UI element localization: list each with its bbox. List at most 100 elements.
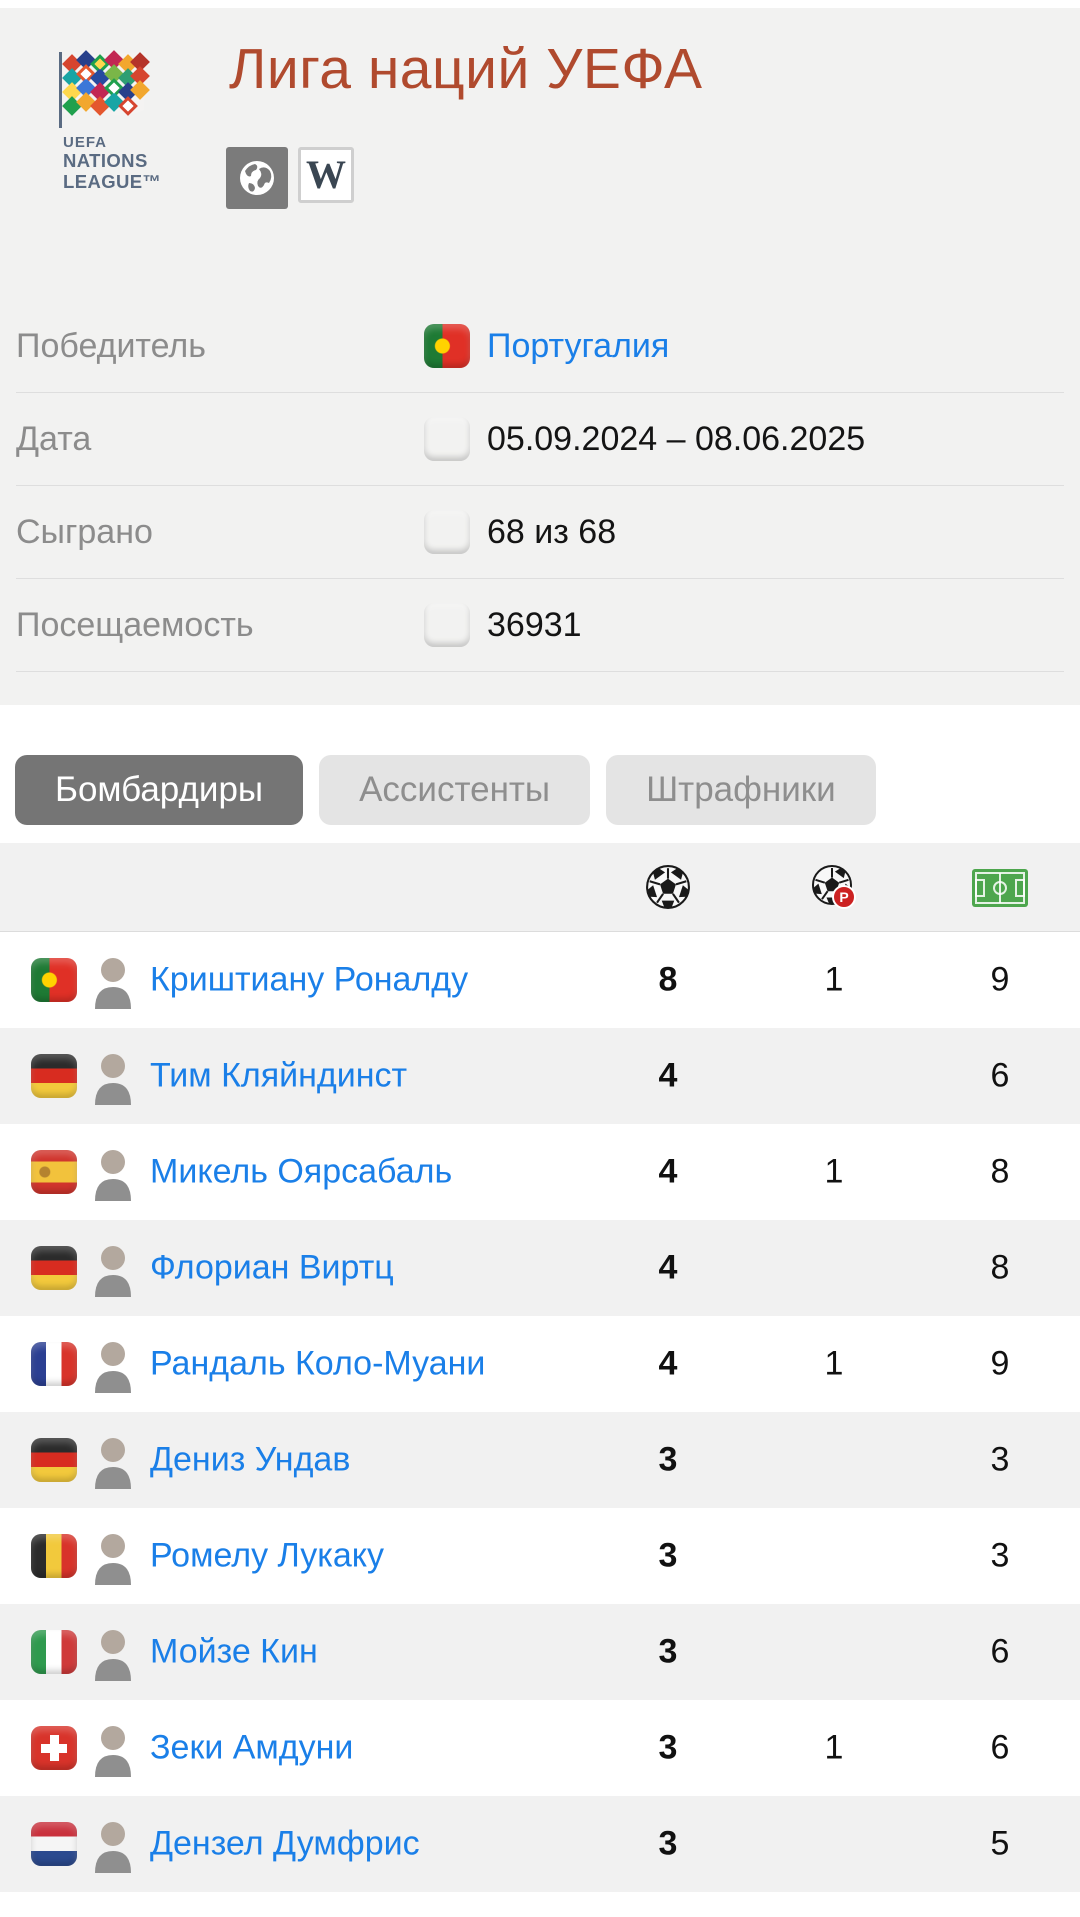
appearances-value: 8 bbox=[990, 1152, 1010, 1191]
country-flag-france bbox=[31, 1342, 77, 1386]
penalty-goals-value: 1 bbox=[824, 960, 844, 999]
info-row: Сыграно 68 из 68 bbox=[16, 486, 1064, 579]
goals-value: 4 bbox=[658, 1344, 678, 1383]
player-row: Флориан Виртц 4 8 bbox=[0, 1220, 1080, 1316]
country-flag-spain bbox=[31, 1150, 77, 1194]
player-name-link[interactable]: Криштиану Роналду bbox=[150, 960, 469, 999]
player-name-link[interactable]: Ромелу Лукаку bbox=[150, 1536, 385, 1575]
globe-icon bbox=[240, 161, 274, 195]
goals-value: 8 bbox=[658, 960, 678, 999]
info-value-text: 05.09.2024 – 08.06.2025 bbox=[487, 419, 866, 458]
appearances-value: 9 bbox=[990, 960, 1010, 999]
country-flag-belgium bbox=[31, 1534, 77, 1578]
svg-text:P: P bbox=[839, 889, 848, 905]
country-flag-netherlands bbox=[31, 1822, 77, 1866]
country-flag-icon bbox=[424, 510, 470, 554]
wikipedia-button[interactable]: W bbox=[298, 147, 354, 203]
info-value-text: 68 из 68 bbox=[487, 512, 617, 551]
info-value-text: 36931 bbox=[487, 605, 582, 644]
player-row: Мойзе Кин 3 6 bbox=[0, 1604, 1080, 1700]
tab-3[interactable]: Штрафники bbox=[606, 755, 876, 825]
info-row: Дата 05.09.2024 – 08.06.2025 bbox=[16, 393, 1064, 486]
goals-column-ball-icon bbox=[646, 865, 690, 909]
player-name-link[interactable]: Мойзе Кин bbox=[150, 1632, 318, 1671]
appearances-value: 3 bbox=[990, 1440, 1010, 1479]
player-row: Ромелу Лукаку 3 3 bbox=[0, 1508, 1080, 1604]
player-avatar bbox=[92, 1815, 134, 1873]
logo-line-nations: NATIONS bbox=[63, 150, 148, 171]
goals-value: 3 bbox=[658, 1536, 678, 1575]
country-flag-portugal bbox=[31, 958, 77, 1002]
player-name-link[interactable]: Тим Кляйндинст bbox=[150, 1056, 408, 1095]
tab-label: Бомбардиры bbox=[55, 770, 264, 809]
logo-wordmark: UEFA NATIONS LEAGUE™ bbox=[63, 135, 166, 191]
logo-flag-graphic bbox=[59, 50, 150, 128]
country-flag-icon bbox=[424, 417, 470, 461]
player-row: Дензел Думфрис 3 5 bbox=[0, 1796, 1080, 1892]
info-label: Сыграно bbox=[16, 512, 153, 551]
goals-value: 4 bbox=[658, 1152, 678, 1191]
wikipedia-w-icon: W bbox=[306, 152, 346, 197]
country-flag-germany bbox=[31, 1246, 77, 1290]
appearances-value: 6 bbox=[990, 1632, 1010, 1671]
player-name-link[interactable]: Зеки Амдуни bbox=[150, 1728, 354, 1767]
goals-value: 3 bbox=[658, 1440, 678, 1479]
player-row: Микель Оярсабаль 4 1 8 bbox=[0, 1124, 1080, 1220]
player-row: Дениз Ундав 3 3 bbox=[0, 1412, 1080, 1508]
info-value: 68 из 68 bbox=[424, 510, 616, 554]
country-flag-switzerland bbox=[31, 1726, 77, 1770]
goals-value: 3 bbox=[658, 1824, 678, 1863]
country-flag-italy bbox=[31, 1630, 77, 1674]
player-photo-placeholder bbox=[95, 1054, 131, 1105]
player-name-link[interactable]: Микель Оярсабаль bbox=[150, 1152, 453, 1191]
player-avatar bbox=[92, 1719, 134, 1777]
player-photo-placeholder bbox=[95, 958, 131, 1009]
player-name-link[interactable]: Флориан Виртц bbox=[150, 1248, 394, 1287]
logo-line-league: LEAGUE™ bbox=[63, 170, 162, 192]
player-photo-placeholder bbox=[95, 1726, 131, 1777]
player-avatar bbox=[92, 1431, 134, 1489]
info-value-text[interactable]: Португалия bbox=[487, 326, 670, 365]
penalty-goals-value: 1 bbox=[824, 1344, 844, 1383]
tab-label: Штрафники bbox=[646, 770, 836, 809]
info-row: Победитель Португалия bbox=[16, 300, 1064, 393]
player-photo-placeholder bbox=[95, 1822, 131, 1873]
player-name-link[interactable]: Рандаль Коло-Муани bbox=[150, 1344, 486, 1383]
player-row: Рандаль Коло-Муани 4 1 9 bbox=[0, 1316, 1080, 1412]
info-value: 36931 bbox=[424, 603, 582, 647]
goals-value: 3 bbox=[658, 1632, 678, 1671]
player-row: Зеки Амдуни 3 1 6 bbox=[0, 1700, 1080, 1796]
penalty-goals-column-icon: P bbox=[812, 865, 856, 909]
player-avatar bbox=[92, 1047, 134, 1105]
penalty-goals-value: 1 bbox=[824, 1728, 844, 1767]
website-button[interactable] bbox=[226, 147, 288, 209]
stat-tabs: Бомбардиры Ассистенты Штрафники bbox=[15, 755, 876, 825]
player-name-link[interactable]: Дензел Думфрис bbox=[150, 1824, 420, 1863]
player-avatar bbox=[92, 1143, 134, 1201]
player-avatar bbox=[92, 1527, 134, 1585]
info-label: Победитель bbox=[16, 326, 206, 365]
player-photo-placeholder bbox=[95, 1342, 131, 1393]
uefa-nations-league-logo: UEFA NATIONS LEAGUE™ bbox=[56, 50, 166, 191]
player-avatar bbox=[92, 1335, 134, 1393]
info-list: Победитель Португалия Дата 05.09.2024 – … bbox=[0, 300, 1080, 672]
appearances-value: 6 bbox=[990, 1728, 1010, 1767]
header-buttons: W bbox=[226, 147, 354, 209]
player-avatar bbox=[92, 1623, 134, 1681]
country-flag-germany bbox=[31, 1054, 77, 1098]
info-label: Посещаемость bbox=[16, 605, 254, 644]
goals-value: 4 bbox=[658, 1056, 678, 1095]
penalty-goals-value: 1 bbox=[824, 1152, 844, 1191]
player-name-link[interactable]: Дениз Ундав bbox=[150, 1440, 351, 1479]
country-flag-germany bbox=[31, 1438, 77, 1482]
table-header: P bbox=[0, 843, 1080, 932]
player-photo-placeholder bbox=[95, 1150, 131, 1201]
player-avatar bbox=[92, 1239, 134, 1297]
country-flag-icon bbox=[424, 603, 470, 647]
appearances-value: 9 bbox=[990, 1344, 1010, 1383]
tab-1[interactable]: Бомбардиры bbox=[15, 755, 304, 825]
header: UEFA NATIONS LEAGUE™ Лига наций УЕФА W П… bbox=[0, 8, 1080, 705]
player-row: Тим Кляйндинст 4 6 bbox=[0, 1028, 1080, 1124]
tab-2[interactable]: Ассистенты bbox=[319, 755, 591, 825]
